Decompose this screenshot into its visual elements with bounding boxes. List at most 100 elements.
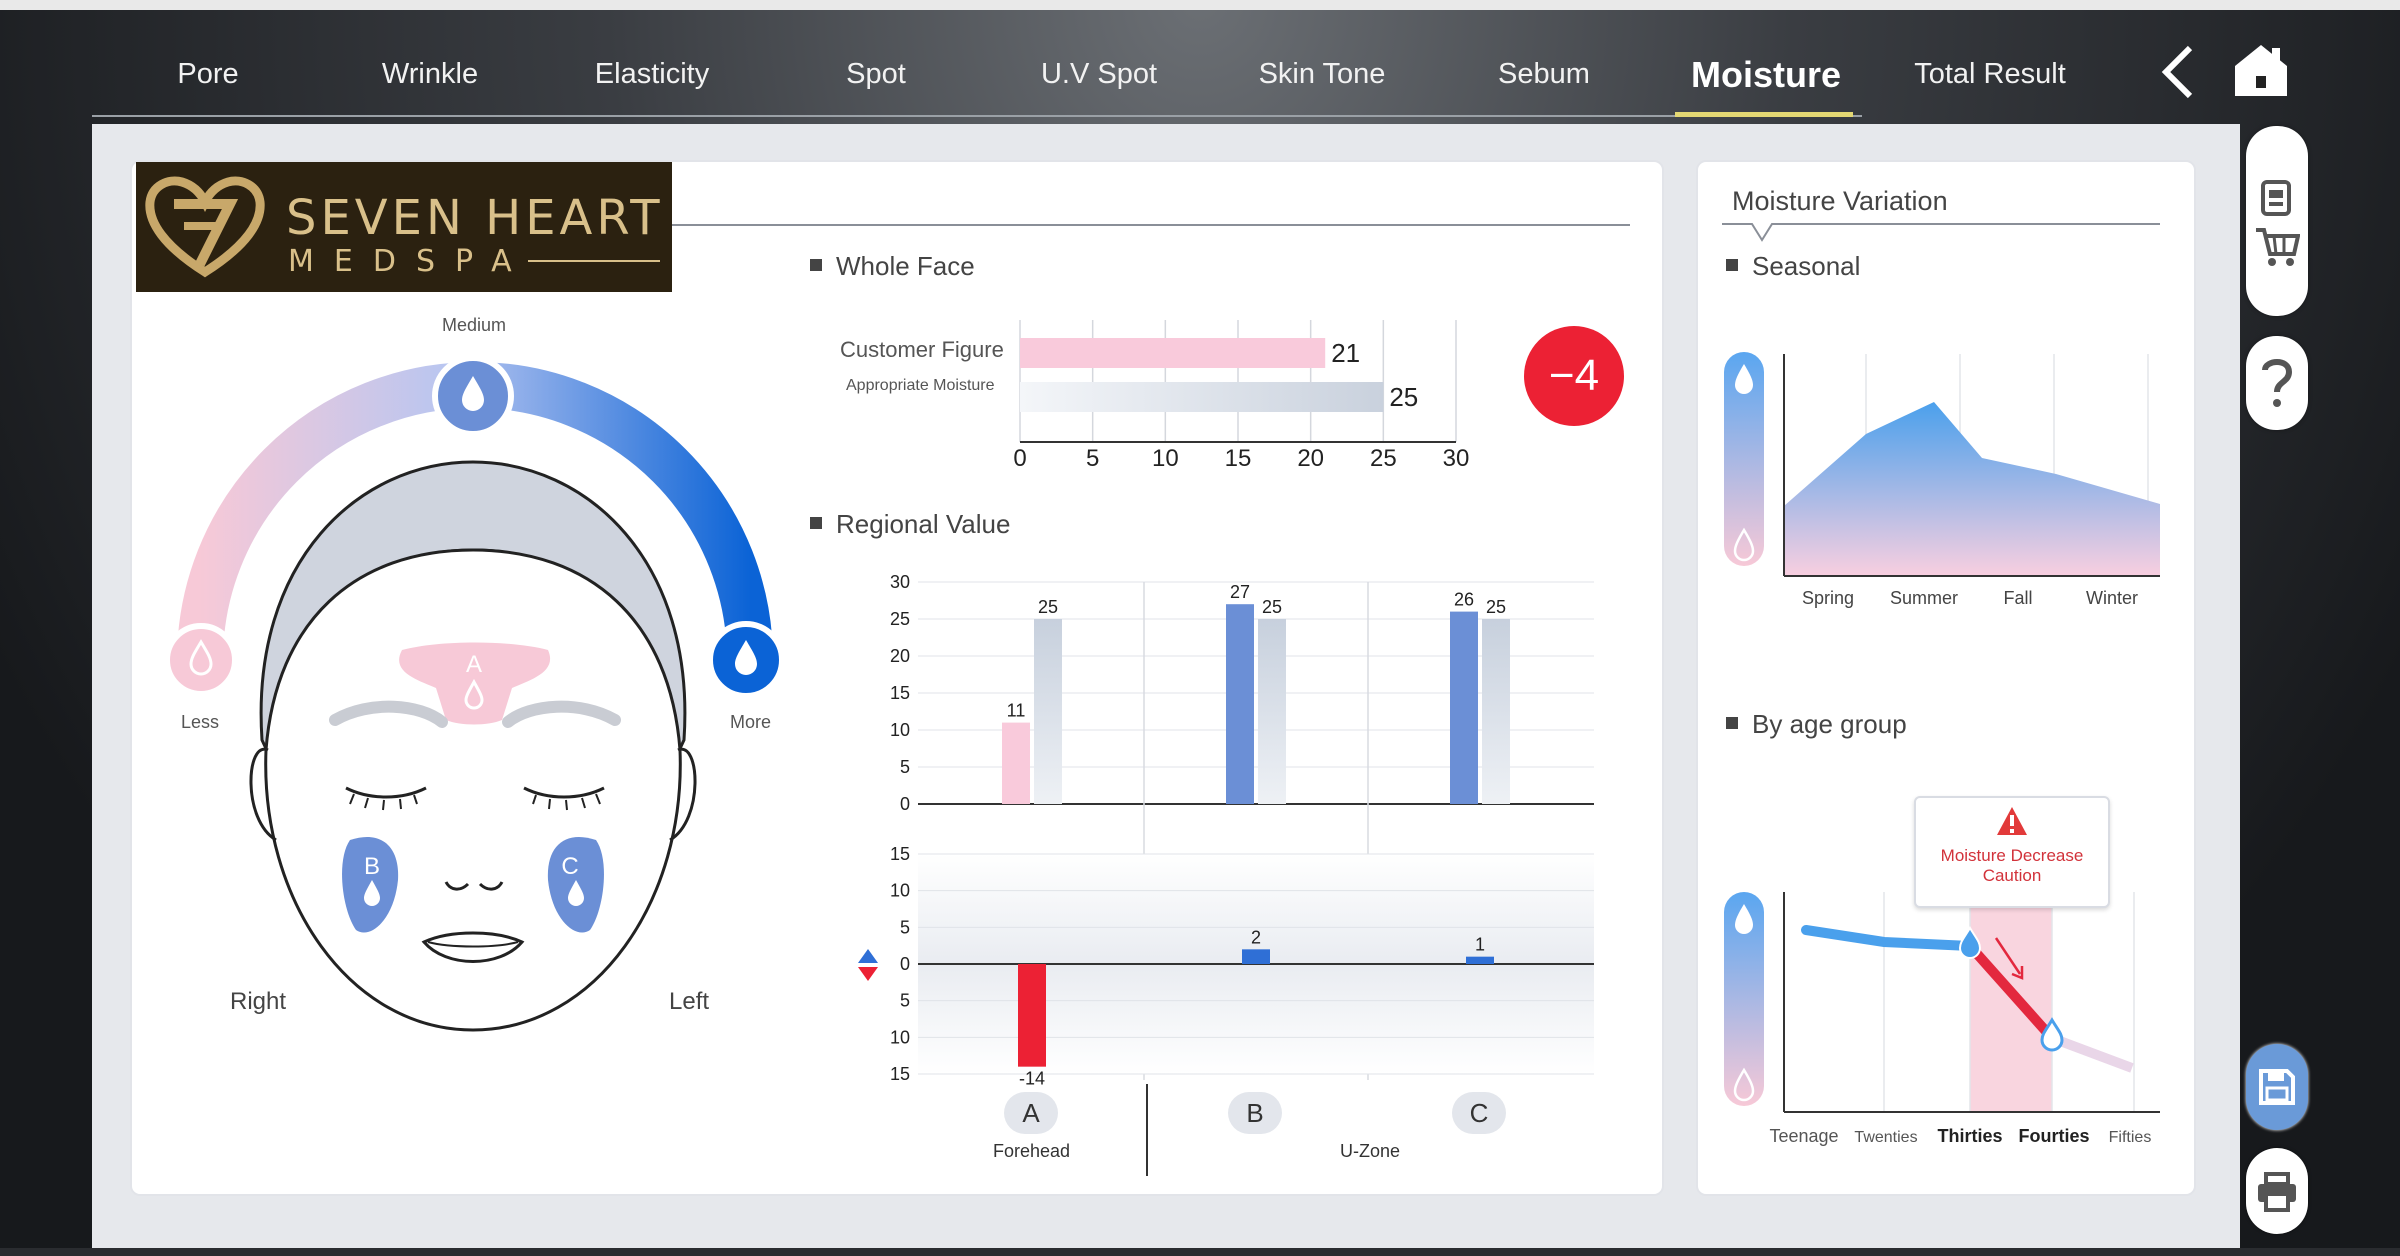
y-tick-label: 5: [900, 757, 910, 777]
x-tick-label: 5: [1086, 445, 1099, 470]
help-button[interactable]: [2246, 336, 2308, 430]
zone-a-drop-icon: [464, 678, 484, 710]
bar-value-label: 25: [1486, 597, 1506, 617]
tab-wrinkle[interactable]: Wrinkle: [381, 58, 479, 90]
bar-value-label: 2: [1251, 927, 1261, 947]
moisture-level-gauge: [1724, 352, 1764, 566]
regional-value-title: Regional Value: [810, 509, 1010, 540]
seasonal-title: Seasonal: [1726, 251, 1860, 282]
bar-value-label: -14: [1019, 1069, 1045, 1089]
x-tick-label: 30: [1443, 445, 1470, 470]
bar-value-label: 27: [1230, 582, 1250, 602]
heart-logo-icon: [145, 176, 265, 278]
face-left-label: Left: [669, 988, 710, 1015]
y-tick-label: 30: [890, 572, 910, 592]
x-tick-label: Fourties: [2018, 1126, 2089, 1146]
header-divider: [672, 224, 1630, 226]
y-tick-label: 0: [900, 954, 910, 974]
help-icon: [2262, 359, 2293, 407]
customer-figure-label: Customer Figure: [840, 337, 1004, 362]
window-titlebar: [0, 0, 2400, 10]
age-group-line-chart: Teenage Twenties Thirties Fourties Fifties: [1724, 892, 2160, 1146]
x-tick-label: Thirties: [1937, 1126, 2002, 1146]
warning-icon: [1997, 807, 2027, 835]
x-tick-label: Teenage: [1769, 1126, 1838, 1146]
save-icon: [2259, 1069, 2295, 1105]
customer-bar: [1002, 722, 1030, 804]
up-down-arrows-icon: [858, 949, 878, 981]
zone-c-pill: C: [1452, 1092, 1506, 1134]
tab-uv-spot[interactable]: U.V Spot: [1040, 58, 1158, 90]
bar-value-label: 11: [1007, 701, 1026, 721]
logo-divider: [528, 260, 660, 262]
x-tick-label: 10: [1152, 445, 1179, 470]
y-tick-label: 10: [890, 881, 910, 901]
tab-pore[interactable]: Pore: [177, 58, 239, 90]
zone-b-drop-icon: [364, 880, 380, 906]
variation-card: [1696, 160, 2196, 1196]
variation-title-divider: [1722, 223, 2160, 242]
y-tick-label: 15: [890, 1064, 910, 1084]
tab-sebum[interactable]: Sebum: [1498, 58, 1590, 90]
scale-medium-label: Medium: [442, 315, 507, 335]
high-drop-icon: [1735, 904, 1753, 934]
medium-drop-icon: [432, 355, 514, 437]
nav-divider: [92, 115, 1862, 117]
appropriate-bar: [1034, 619, 1062, 804]
scale-more-label: More: [730, 712, 772, 732]
bar-value-label: 21: [1331, 338, 1360, 368]
age-group-title: By age group: [1726, 709, 1907, 740]
main-panel: [92, 124, 2240, 1248]
tab-elasticity[interactable]: Elasticity: [594, 58, 710, 90]
y-tick-label: 10: [890, 1027, 910, 1047]
caution-text: Moisture Decrease Caution: [1940, 846, 2084, 885]
difference-bar: [1242, 949, 1270, 964]
decline-arrow-head: [2011, 966, 2024, 980]
future-segment: [2050, 1033, 2134, 1073]
home-icon[interactable]: [2232, 42, 2290, 98]
low-drop-icon: [1733, 1067, 1755, 1102]
x-tick-label: Twenties: [1854, 1129, 1917, 1146]
tab-total-result[interactable]: Total Result: [1914, 58, 2066, 90]
caution-highlight: [1970, 892, 2052, 1112]
age-trend-line: [1801, 925, 1975, 951]
zone-c-label: C: [561, 853, 578, 880]
active-tab-indicator: [1675, 112, 1853, 117]
back-icon[interactable]: [2158, 44, 2198, 100]
print-button[interactable]: [2246, 1148, 2308, 1234]
y-tick-label: 0: [900, 794, 910, 814]
x-tick-label: Summer: [1890, 588, 1958, 608]
tab-moisture[interactable]: Moisture: [1690, 54, 1842, 95]
y-tick-label: 25: [890, 609, 910, 629]
brand-logo: SEVEN HEART MEDSPA: [136, 162, 672, 292]
seasonal-area-chart: Spring Summer Fall Winter: [1724, 352, 2160, 608]
zone-b-label: B: [364, 853, 380, 880]
bar-value-label: 25: [1389, 382, 1418, 412]
seasonal-area: [1784, 402, 2160, 576]
whole-face-bar: [1020, 338, 1326, 368]
x-tick-label: 20: [1297, 445, 1324, 470]
customer-bar: [1450, 611, 1478, 804]
decline-segment: [1966, 942, 2056, 1042]
cart-icon[interactable]: [2254, 226, 2300, 268]
bar-value-label: 25: [1038, 597, 1058, 617]
x-tick-label: Winter: [2086, 588, 2138, 608]
low-drop-icon: [1733, 527, 1755, 562]
save-button[interactable]: [2246, 1044, 2308, 1130]
tab-skin-tone[interactable]: Skin Tone: [1258, 58, 1386, 90]
region-divider: [1146, 1084, 1148, 1176]
moisture-level-gauge: [1724, 892, 1764, 1106]
report-icon[interactable]: [2259, 178, 2295, 218]
whole-face-bar-chart: 0 5 10 15 20 25 30 21 25: [1013, 320, 1470, 470]
face-moisture-map: A B C: [164, 355, 785, 1032]
logo-title: SEVEN HEART: [286, 190, 664, 246]
face-right-label: Right: [230, 988, 287, 1015]
difference-bar: [1466, 956, 1494, 964]
caution-tooltip: Moisture Decrease Caution: [1914, 796, 2110, 908]
tab-spot[interactable]: Spot: [846, 58, 906, 90]
y-tick-label: 5: [900, 991, 910, 1011]
y-tick-label: 10: [890, 720, 910, 740]
printer-icon: [2258, 1172, 2296, 1212]
zone-c-drop-icon: [568, 880, 584, 906]
appropriate-bar: [1258, 619, 1286, 804]
